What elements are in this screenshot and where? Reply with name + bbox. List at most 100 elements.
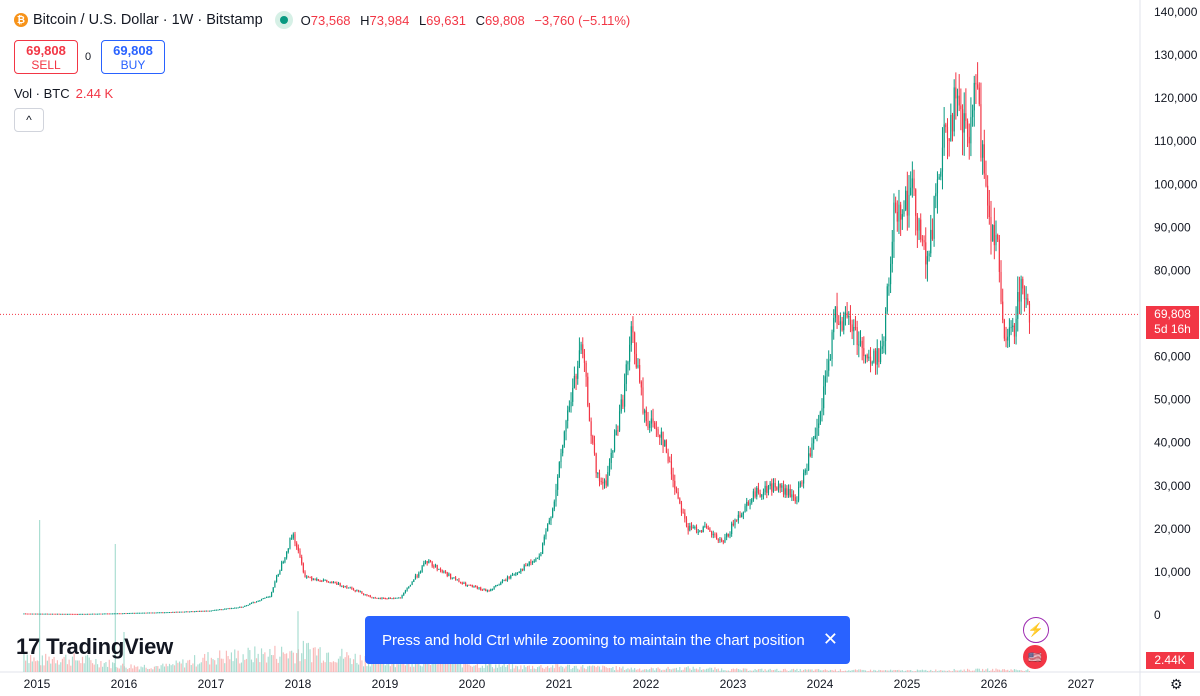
candle-body: [523, 565, 525, 571]
candle-body: [366, 594, 368, 596]
volume-bar: [130, 664, 132, 672]
volume-bar: [105, 662, 107, 672]
candle-body: [731, 523, 733, 534]
candle-body: [327, 581, 330, 583]
volume-bar: [38, 661, 40, 672]
y-tick-label: 40,000: [1154, 436, 1191, 450]
volume-bar: [533, 668, 535, 672]
volume-bar: [505, 667, 507, 672]
us-flag-icon[interactable]: 🇺🇸: [1023, 645, 1047, 669]
candle-body: [846, 312, 848, 318]
collapse-legend-button[interactable]: ^: [14, 108, 44, 132]
candle-body: [903, 209, 905, 215]
candle-body: [531, 561, 534, 563]
candle-body: [488, 590, 490, 592]
volume-bar: [125, 667, 127, 672]
volume-bar: [152, 669, 154, 672]
candle-body: [214, 609, 216, 611]
volume-bar: [570, 669, 572, 672]
candle-body: [386, 598, 388, 600]
candle-body: [752, 491, 754, 500]
candle-body: [383, 597, 385, 599]
volume-bar: [572, 668, 574, 672]
sell-button[interactable]: 69,808 SELL: [14, 40, 78, 74]
candle-body: [195, 611, 197, 613]
candle-body: [602, 482, 604, 484]
volume-bar: [560, 665, 562, 672]
volume-bar: [272, 655, 274, 672]
candle-body: [297, 547, 299, 551]
volume-bar: [819, 670, 821, 672]
volume-bar: [652, 668, 654, 672]
candle-body: [508, 577, 510, 579]
volume-bar: [394, 667, 396, 672]
settings-icon[interactable]: ⚙: [1170, 676, 1183, 692]
candle-body: [821, 408, 823, 412]
volume-bar: [219, 650, 221, 672]
volume-bar: [65, 654, 67, 672]
candle-body: [460, 582, 462, 584]
volume-bar: [254, 646, 256, 672]
volume-bar: [354, 653, 356, 672]
candle-body: [202, 610, 204, 612]
volume-bar: [888, 670, 890, 672]
volume-bar: [568, 664, 570, 672]
volume-bar: [709, 667, 711, 672]
volume-bar: [247, 647, 249, 672]
tradingview-logo[interactable]: 17 TradingView: [16, 634, 174, 659]
candle-body: [296, 543, 298, 548]
x-tick-label: 2018: [285, 677, 312, 691]
candle-body: [525, 565, 527, 567]
candle-body: [918, 219, 920, 231]
candle-body: [1005, 338, 1007, 341]
candle-body: [444, 571, 447, 573]
candle-body: [498, 584, 500, 586]
symbol-title[interactable]: Bitcoin / U.S. Dollar · 1W · Bitstamp: [33, 12, 263, 28]
volume-bar: [147, 668, 149, 672]
volume-bar: [987, 668, 989, 672]
candle-body: [560, 453, 562, 463]
candle-body: [183, 611, 186, 613]
candle-body: [101, 613, 104, 615]
tradingview-logo-icon: 17: [16, 634, 41, 659]
volume-legend[interactable]: Vol · BTC 2.44 K: [14, 86, 114, 101]
volume-bar: [307, 642, 309, 672]
volume-bar: [291, 650, 293, 672]
volume-bar: [797, 671, 800, 672]
volume-bar: [689, 668, 691, 672]
candle-body: [859, 340, 862, 345]
candle-body: [125, 613, 127, 615]
candle-body: [659, 434, 661, 438]
volume-bar: [324, 662, 326, 672]
candle-body: [411, 581, 413, 585]
volume-bar: [73, 652, 75, 672]
volume-bar: [814, 669, 816, 672]
buy-button[interactable]: 69,808 BUY: [101, 40, 165, 74]
volume-bar: [28, 663, 30, 672]
lightning-icon[interactable]: ⚡: [1023, 617, 1049, 643]
volume-bar: [714, 667, 716, 672]
volume-bar: [890, 669, 892, 672]
candle-body: [804, 470, 806, 474]
candle-body: [925, 242, 927, 265]
volume-bar: [267, 656, 269, 672]
volume-bar: [157, 666, 159, 672]
volume-bar: [598, 666, 601, 672]
candle-body: [267, 596, 269, 598]
candle-body: [818, 423, 820, 428]
spread-value: 0: [85, 51, 92, 63]
volume-bar: [419, 665, 422, 672]
candle-body: [841, 321, 843, 331]
candle-body: [612, 450, 614, 453]
candle-body: [814, 435, 816, 439]
candle-body: [876, 348, 878, 365]
y-tick-label: 30,000: [1154, 479, 1191, 493]
volume-bar: [741, 670, 743, 672]
market-status-icon[interactable]: [274, 11, 293, 29]
candle-body: [309, 577, 311, 579]
volume-bar: [600, 669, 602, 672]
close-icon[interactable]: ✕: [822, 629, 838, 649]
volume-bar: [296, 653, 298, 672]
candle-body: [709, 528, 711, 532]
